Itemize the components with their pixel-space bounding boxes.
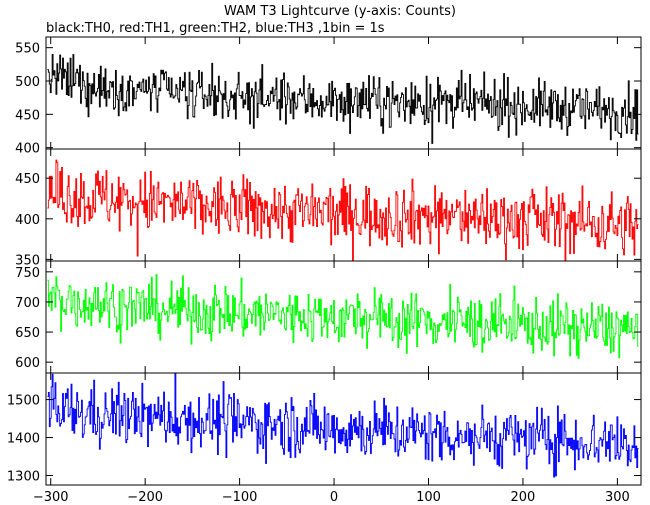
- y-tick-label: 450: [15, 108, 40, 123]
- x-tick-label: −100: [222, 490, 258, 505]
- series-line-th0: [47, 54, 639, 144]
- y-tick-label: 650: [15, 326, 40, 341]
- x-tick-label: 100: [416, 490, 441, 505]
- panel-th0: 400 450 500 550: [15, 36, 642, 157]
- chart-title: WAM T3 Lightcurve (y-axis: Counts): [224, 4, 456, 19]
- x-tick-label: 200: [511, 490, 536, 505]
- panels: 400 450 500 550 350 400 450 600 650 700 750 1300 140…: [7, 36, 642, 486]
- y-tick-label: 700: [15, 296, 40, 311]
- y-tick-label: 450: [15, 172, 40, 187]
- y-tick-label: 400: [15, 142, 40, 157]
- x-axis: −300 −200 −100 0 100 200 300: [33, 490, 630, 505]
- x-tick-label: −200: [127, 490, 163, 505]
- panel-th2: 600 650 700 750: [15, 260, 642, 374]
- x-tick-label: 300: [605, 490, 630, 505]
- y-tick-label: 600: [15, 356, 40, 371]
- series-line-th2: [47, 274, 639, 359]
- panel-th1: 350 400 450: [15, 148, 642, 268]
- series-line-th1: [47, 159, 639, 261]
- series-line-th3: [47, 373, 639, 478]
- panel-frame: [45, 372, 642, 486]
- x-tick-label: 0: [330, 490, 338, 505]
- x-tick-label: −300: [33, 490, 69, 505]
- y-tick-label: 500: [15, 75, 40, 90]
- y-tick-label: 400: [15, 213, 40, 228]
- y-tick-label: 750: [15, 266, 40, 281]
- chart-subtitle: black:TH0, red:TH1, green:TH2, blue:TH3 …: [46, 21, 385, 36]
- y-tick-label: 550: [15, 42, 40, 57]
- panel-th3: 1300 1400 1500: [7, 372, 642, 486]
- y-tick-label: 1400: [7, 432, 40, 447]
- y-tick-label: 1300: [7, 470, 40, 485]
- y-tick-label: 1500: [7, 394, 40, 409]
- y-tick-label: 350: [15, 253, 40, 268]
